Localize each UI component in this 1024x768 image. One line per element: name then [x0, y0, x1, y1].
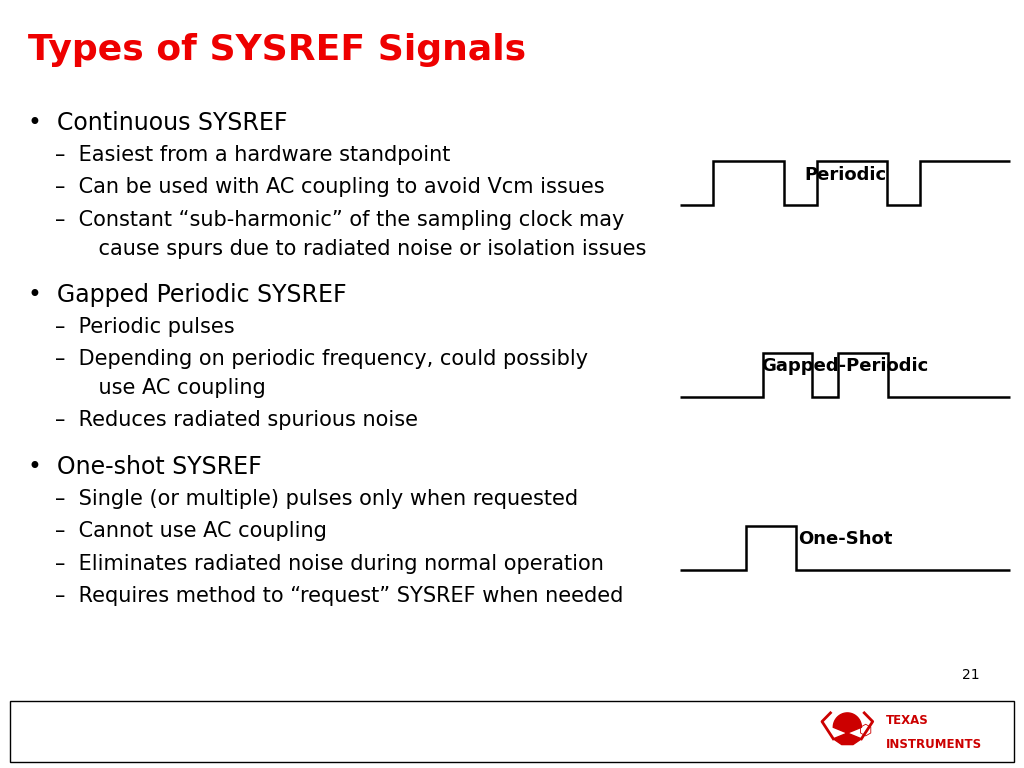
- Text: –  Periodic pulses: – Periodic pulses: [55, 317, 234, 337]
- Text: –  Cannot use AC coupling: – Cannot use AC coupling: [55, 521, 327, 541]
- Text: INSTRUMENTS: INSTRUMENTS: [886, 738, 982, 751]
- Text: cause spurs due to radiated noise or isolation issues: cause spurs due to radiated noise or iso…: [72, 239, 646, 259]
- Text: •  One-shot SYSREF: • One-shot SYSREF: [28, 455, 262, 478]
- Text: –  Single (or multiple) pulses only when requested: – Single (or multiple) pulses only when …: [55, 489, 579, 509]
- Text: Gapped-Periodic: Gapped-Periodic: [762, 357, 929, 376]
- Text: TEXAS: TEXAS: [886, 714, 929, 727]
- Text: One-Shot: One-Shot: [798, 530, 892, 548]
- Polygon shape: [834, 713, 861, 745]
- Text: –  Can be used with AC coupling to avoid Vcm issues: – Can be used with AC coupling to avoid …: [55, 177, 604, 197]
- Text: •  Gapped Periodic SYSREF: • Gapped Periodic SYSREF: [28, 283, 347, 307]
- Text: 21: 21: [963, 668, 980, 682]
- Text: use AC coupling: use AC coupling: [72, 379, 266, 399]
- Bar: [10, 701, 1014, 762]
- Text: –  Reduces radiated spurious noise: – Reduces radiated spurious noise: [55, 410, 418, 430]
- Text: ⬡: ⬡: [858, 723, 872, 737]
- Text: Types of SYSREF Signals: Types of SYSREF Signals: [28, 33, 526, 68]
- Text: •  Continuous SYSREF: • Continuous SYSREF: [28, 111, 288, 135]
- Text: –  Eliminates radiated noise during normal operation: – Eliminates radiated noise during norma…: [55, 554, 604, 574]
- Text: –  Constant “sub-harmonic” of the sampling clock may: – Constant “sub-harmonic” of the samplin…: [55, 210, 625, 230]
- Text: –  Requires method to “request” SYSREF when needed: – Requires method to “request” SYSREF wh…: [55, 586, 624, 606]
- Text: –  Depending on periodic frequency, could possibly: – Depending on periodic frequency, could…: [55, 349, 588, 369]
- Text: –  Easiest from a hardware standpoint: – Easiest from a hardware standpoint: [55, 145, 451, 165]
- Text: Periodic: Periodic: [804, 167, 886, 184]
